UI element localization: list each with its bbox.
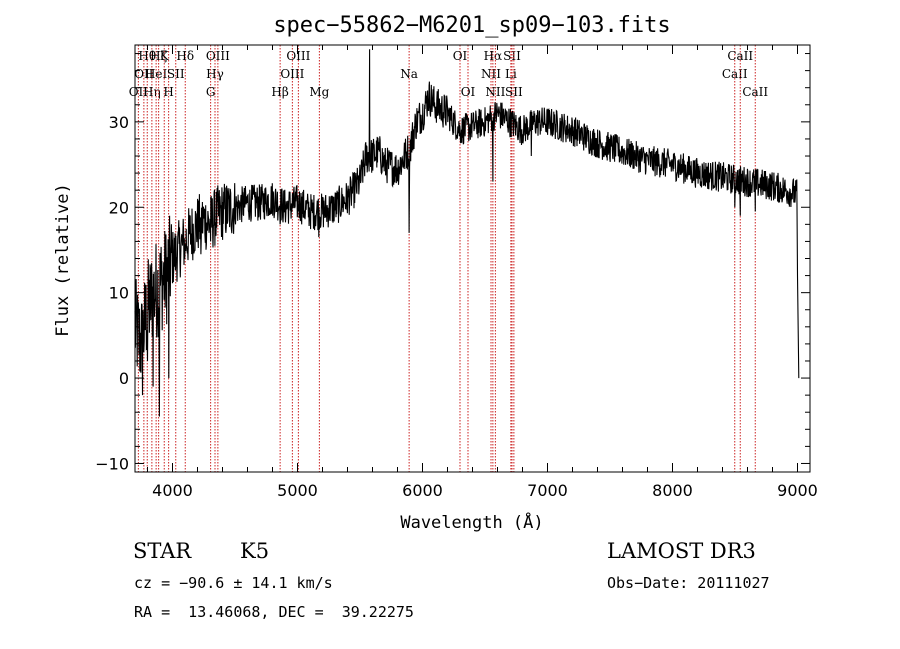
- line-marker-label: CaII: [722, 67, 748, 81]
- x-axis-label: Wavelength (Å): [400, 511, 543, 533]
- line-marker-label: Hζ: [150, 49, 167, 63]
- spectrum-series: [134, 49, 800, 417]
- object-class: STAR: [133, 539, 192, 563]
- line-marker-label: OIII: [206, 49, 230, 63]
- survey-name: LAMOST DR3: [607, 539, 756, 563]
- y-tick-label: 0: [119, 369, 129, 388]
- y-axis-label: Flux (relative): [53, 183, 73, 337]
- line-marker-label: HeI: [145, 67, 168, 81]
- x-tick-label: 4000: [152, 481, 193, 500]
- line-marker-label: Hη: [143, 85, 161, 99]
- chart-title: spec−55862−M6201_sp09−103.fits: [273, 13, 670, 38]
- x-tick-label: 9000: [777, 481, 818, 500]
- plot-frame: [134, 44, 811, 473]
- y-axis: −10 0 10 20 30: [95, 53, 810, 473]
- line-marker-label: Hβ: [271, 85, 288, 99]
- line-marker-label: NII: [481, 67, 501, 81]
- line-marker-label: SII: [505, 85, 523, 99]
- line-marker-label: K: [160, 49, 170, 63]
- line-marker-label: Mg: [309, 85, 329, 99]
- line-marker-label: OI: [461, 85, 476, 99]
- line-marker-label: OIII: [280, 67, 304, 81]
- line-marker-label: SII: [167, 67, 185, 81]
- line-marker-label: Na: [400, 67, 418, 81]
- object-subclass: K5: [240, 539, 270, 563]
- line-marker-label: Li: [505, 67, 517, 81]
- x-tick-label: 7000: [527, 481, 568, 500]
- x-tick-label: 6000: [402, 481, 443, 500]
- line-marker-label: Hγ: [206, 67, 224, 81]
- line-marker-label: H: [163, 85, 173, 99]
- line-marker-label: SII: [503, 49, 521, 63]
- line-marker-label: CaII: [727, 49, 753, 63]
- y-tick-label: 20: [109, 198, 129, 217]
- ra-dec-coordinates: RA = 13.46068, DEC = 39.22275: [134, 603, 414, 621]
- line-marker-label: Hδ: [176, 49, 194, 63]
- y-tick-label: 30: [109, 113, 129, 132]
- spectrum-line: [134, 49, 800, 417]
- line-marker-label: NII: [485, 85, 505, 99]
- x-axis: 4000 5000 6000 7000 8000 9000: [147, 45, 818, 500]
- line-marker-label: G: [206, 85, 216, 99]
- x-tick-label: 8000: [652, 481, 693, 500]
- y-tick-label: 10: [109, 284, 129, 303]
- redshift-cz: cz = −90.6 ± 14.1 km/s: [134, 574, 333, 592]
- line-marker-label: OIII: [286, 49, 310, 63]
- x-tick-label: 5000: [277, 481, 318, 500]
- observation-date: Obs−Date: 20111027: [607, 574, 770, 592]
- line-marker-label: OI: [453, 49, 468, 63]
- line-marker-label: Hα: [484, 49, 503, 63]
- line-marker-label: CaII: [742, 85, 768, 99]
- y-tick-label: −10: [95, 454, 129, 473]
